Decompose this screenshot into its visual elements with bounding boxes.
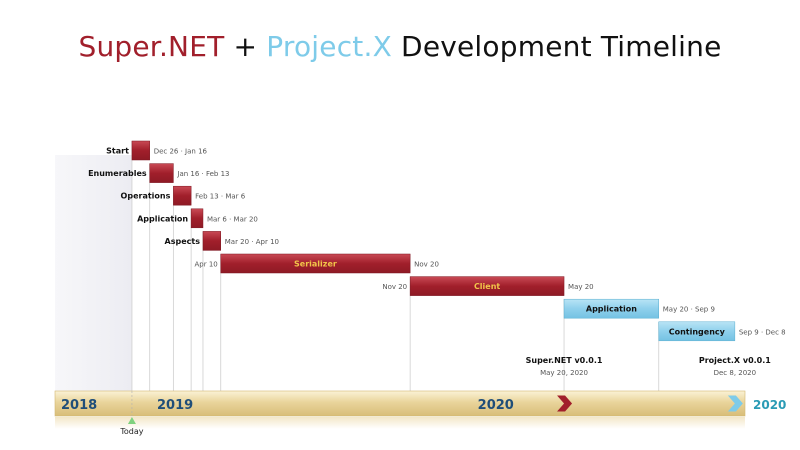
task-label: Serializer [294,260,337,269]
year-label: 2018 [61,398,97,413]
task-bar [563,298,660,319]
task-dates: Dec 26 · Jan 16 [154,148,208,156]
task-label: Application [586,305,637,314]
task-label: Start [106,147,129,156]
task-bar [220,253,411,274]
milestone-marker [557,395,573,412]
milestone-name: Super.NET v0.0.1 [526,356,603,365]
task-bar [173,185,192,206]
task-bar [658,321,736,342]
task-bar [190,208,204,229]
today-label: Today [119,427,143,436]
task-label: Enumerables [88,169,147,178]
task-dates: May 20 · Sep 9 [663,306,715,314]
title-projectx: Project.X [266,30,392,63]
task-label: Client [474,282,500,291]
task-end-date: Nov 20 [414,261,439,269]
task-bar [131,140,150,161]
task-start-date: Nov 20 [382,283,407,291]
timeline-axis-reflection [55,417,745,429]
task-dates: Feb 13 · Mar 6 [195,193,246,201]
task-bar [202,231,221,251]
year-label: 2020 [478,398,514,413]
chart-title: Super.NET + Project.X Development Timeli… [0,30,800,63]
task-bar [409,276,565,296]
task-label: Application [137,214,188,223]
task-dates: Mar 20 · Apr 10 [225,238,279,246]
title-rest: Development Timeline [391,30,722,63]
task-dates: Mar 6 · Mar 20 [207,215,258,223]
task-label: Aspects [165,237,201,246]
milestone-date: Dec 8, 2020 [714,369,757,377]
year-label: 2020 [753,398,786,412]
title-supernet: Super.NET [78,30,225,63]
today-marker [127,417,136,424]
title-plus: + [224,30,267,63]
task-bar [149,163,174,183]
milestone-marker [727,395,743,412]
task-end-date: May 20 [568,283,594,291]
timeline-axis [54,390,746,417]
task-label: Contingency [669,327,726,336]
milestone-date: May 20, 2020 [540,369,588,377]
task-start-date: Apr 10 [194,261,217,269]
year-label: 2019 [157,398,193,413]
elapsed-region [55,155,132,391]
task-dates: Jan 16 · Feb 13 [176,170,229,178]
milestone-name: Project.X v0.0.1 [699,356,771,365]
task-label: Operations [121,192,171,201]
task-dates: Sep 9 · Dec 8 [739,328,786,336]
